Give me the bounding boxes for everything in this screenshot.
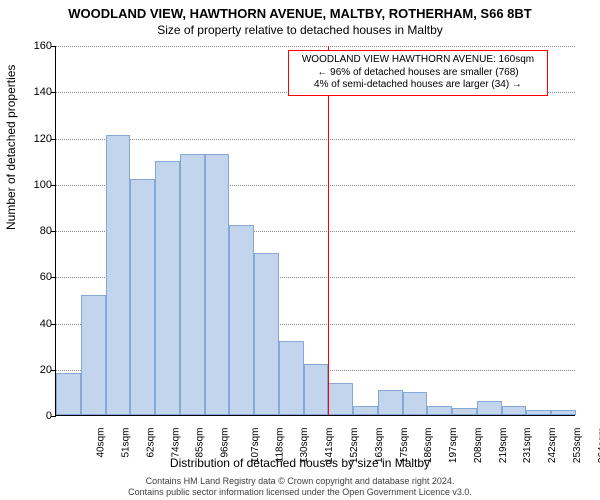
- plot-area: WOODLAND VIEW HAWTHORN AVENUE: 160sqm← 9…: [55, 46, 575, 416]
- histogram-bar: [254, 253, 279, 415]
- histogram-bar: [477, 401, 502, 415]
- annotation-line3: 4% of semi-detached houses are larger (3…: [295, 79, 541, 92]
- histogram-bar: [502, 406, 527, 415]
- xtick-label: 85sqm: [195, 428, 206, 458]
- histogram-bar: [551, 410, 576, 415]
- xtick-label: 253sqm: [572, 428, 583, 464]
- xtick-label: 141sqm: [324, 428, 335, 464]
- ytick-label: 140: [12, 86, 52, 98]
- histogram-bar: [106, 135, 131, 415]
- gridline: [56, 46, 575, 47]
- ytick-label: 160: [12, 40, 52, 52]
- marker-line: [328, 46, 329, 415]
- xtick-label: 175sqm: [399, 428, 410, 464]
- annotation-box: WOODLAND VIEW HAWTHORN AVENUE: 160sqm← 9…: [288, 50, 548, 96]
- ytick-label: 40: [12, 318, 52, 330]
- chart-subtitle: Size of property relative to detached ho…: [0, 21, 600, 37]
- histogram-bar: [378, 390, 403, 415]
- ytick-label: 120: [12, 133, 52, 145]
- xtick-label: 231sqm: [522, 428, 533, 464]
- xtick-label: 186sqm: [423, 428, 434, 464]
- xtick-label: 152sqm: [349, 428, 360, 464]
- annotation-line1: WOODLAND VIEW HAWTHORN AVENUE: 160sqm: [295, 54, 541, 67]
- footer-line2: Contains public sector information licen…: [128, 487, 472, 497]
- xtick-label: 219sqm: [498, 428, 509, 464]
- xtick-label: 51sqm: [121, 428, 132, 458]
- ytick-label: 20: [12, 364, 52, 376]
- xtick-label: 208sqm: [473, 428, 484, 464]
- xtick-label: 96sqm: [220, 428, 231, 458]
- histogram-bar: [81, 295, 106, 415]
- xtick-label: 74sqm: [170, 428, 181, 458]
- histogram-bar: [155, 161, 180, 415]
- histogram-bar: [353, 406, 378, 415]
- histogram-bar: [205, 154, 230, 415]
- ytick-label: 0: [12, 410, 52, 422]
- xtick-label: 118sqm: [274, 428, 285, 463]
- histogram-bar: [452, 408, 477, 415]
- histogram-bar: [427, 406, 452, 415]
- xtick-label: 62sqm: [145, 428, 156, 458]
- histogram-bar: [229, 225, 254, 415]
- footer-attribution: Contains HM Land Registry data © Crown c…: [0, 476, 600, 498]
- histogram-bar: [56, 373, 81, 415]
- xtick-label: 197sqm: [448, 428, 459, 464]
- histogram-bar: [279, 341, 304, 415]
- xtick-label: 130sqm: [300, 428, 311, 464]
- histogram-bar: [328, 383, 353, 415]
- footer-line1: Contains HM Land Registry data © Crown c…: [146, 476, 455, 486]
- xtick-label: 40sqm: [96, 428, 107, 458]
- chart-title-address: WOODLAND VIEW, HAWTHORN AVENUE, MALTBY, …: [0, 0, 600, 21]
- histogram-bar: [180, 154, 205, 415]
- xtick-label: 163sqm: [374, 428, 385, 464]
- histogram-bar: [526, 410, 551, 415]
- gridline: [56, 139, 575, 140]
- ytick-label: 60: [12, 271, 52, 283]
- histogram-bar: [304, 364, 329, 415]
- histogram-bar: [403, 392, 428, 415]
- histogram-bar: [130, 179, 155, 415]
- annotation-line2: ← 96% of detached houses are smaller (76…: [295, 67, 541, 80]
- ytick-label: 100: [12, 179, 52, 191]
- ytick-label: 80: [12, 225, 52, 237]
- xtick-label: 107sqm: [250, 428, 261, 464]
- xtick-label: 242sqm: [547, 428, 558, 464]
